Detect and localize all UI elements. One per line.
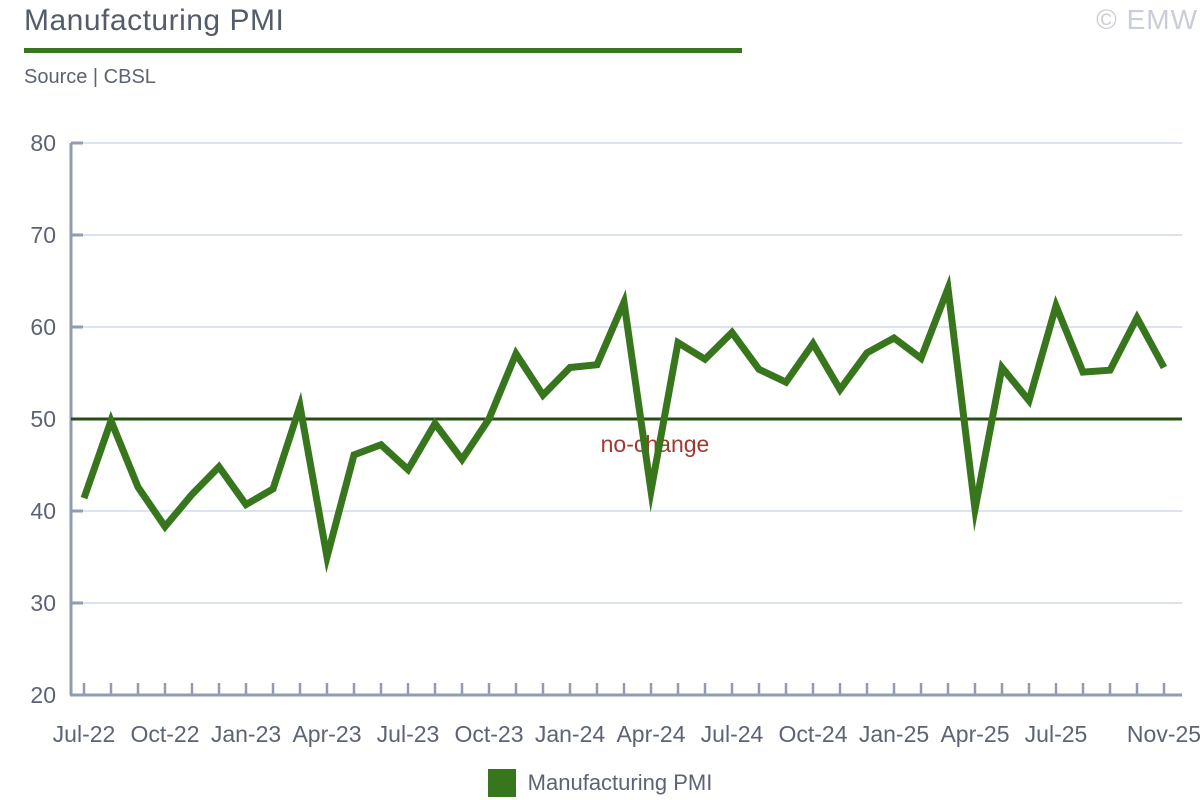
x-tick-label: Nov-25 [1127,721,1200,747]
page-title: Manufacturing PMI [24,4,285,37]
x-tick-label: Oct-22 [130,721,199,747]
x-tick-label: Jul-24 [701,721,764,747]
y-tick-label: 50 [30,406,56,432]
x-tick-label: Jan-23 [211,721,281,747]
x-tick-label: Jul-23 [377,721,440,747]
legend: Manufacturing PMI [0,766,1200,800]
x-tick-label: Apr-24 [616,721,685,747]
title-underline-rule [24,48,742,53]
x-tick-label: Apr-25 [940,721,1009,747]
y-tick-label: 70 [30,222,56,248]
source-label: Source | CBSL [24,66,156,88]
pmi-line-chart: 20 30 40 50 60 70 80 Jul-22 Oct-22 Jan-23 Apr-23 Ju… [30,130,1200,747]
x-tick-label: Apr-23 [292,721,361,747]
chart-area: 20 30 40 50 60 70 80 Jul-22 Oct-22 Jan-23 Apr-23 Ju… [0,120,1200,768]
x-tick-label: Jul-22 [53,721,116,747]
x-tick-label: Jan-24 [535,721,606,747]
y-tick-label: 40 [30,498,56,524]
y-tick-label: 30 [30,590,56,616]
chart-header: Manufacturing PMI © EMW Source | CBSL [0,0,1200,120]
legend-swatch [487,769,516,797]
pmi-series-line [80,274,1168,574]
x-tick-label: Oct-24 [778,721,847,747]
x-tick-label: Jul-25 [1025,721,1088,747]
legend-label: Manufacturing PMI [527,770,713,795]
y-tick-label: 60 [30,314,56,340]
y-tick-label: 20 [30,682,56,708]
watermark: © EMW [1096,4,1198,35]
y-tick-label: 80 [30,130,56,156]
x-tick-label: Jan-25 [859,721,929,747]
x-tick-label: Oct-23 [454,721,523,747]
